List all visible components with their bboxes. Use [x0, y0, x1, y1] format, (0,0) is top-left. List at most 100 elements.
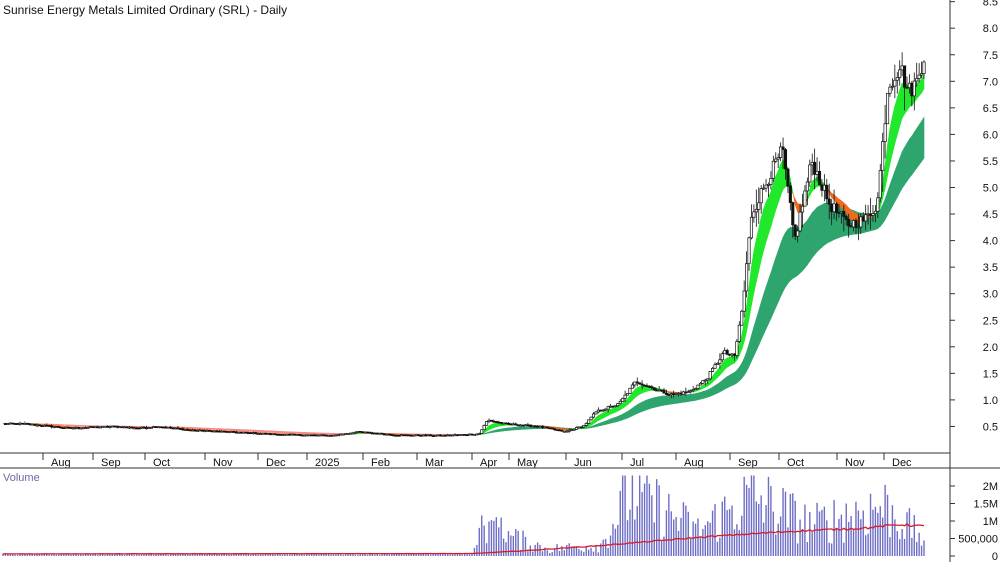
volume-bar [700, 538, 701, 556]
long-term-ribbon-segment [326, 433, 328, 434]
candle-body [704, 380, 706, 381]
long-term-ribbon-segment [708, 389, 710, 398]
volume-bar [797, 543, 798, 556]
candle-body [393, 435, 395, 436]
candle-body [264, 433, 266, 434]
short-term-ribbon-segment [594, 418, 596, 424]
volume-bar [551, 552, 552, 556]
volume-bar [675, 517, 676, 556]
candle-body [920, 74, 922, 76]
long-term-ribbon-segment [214, 428, 216, 429]
candle-body [566, 431, 568, 432]
candle-body [847, 219, 849, 225]
volume-bar [833, 500, 834, 556]
long-term-ribbon-segment [696, 393, 698, 400]
volume-bar [289, 554, 290, 556]
short-term-ribbon-segment [603, 412, 605, 418]
candle-body [376, 433, 378, 434]
candle-body [728, 354, 730, 355]
volume-bar [836, 529, 837, 556]
volume-bar [736, 524, 737, 556]
short-term-ribbon-segment [623, 401, 625, 408]
long-term-ribbon-segment [421, 434, 423, 435]
candle-body [133, 428, 135, 429]
candle-body [417, 435, 419, 436]
candle-body [325, 435, 327, 436]
long-term-ribbon-segment [525, 427, 527, 430]
candle-body [789, 186, 791, 203]
volume-bar [5, 555, 6, 556]
volume-bar [848, 522, 849, 556]
candle-body [468, 434, 470, 435]
volume-bar [773, 512, 774, 556]
volume-bar [702, 529, 703, 556]
candle-body [408, 435, 410, 436]
candle-body [63, 428, 65, 429]
short-term-ribbon-segment [611, 408, 613, 414]
volume-bar [763, 523, 764, 556]
volume-bar [192, 554, 193, 556]
candle-body [692, 390, 694, 391]
candle-body [36, 425, 38, 426]
candle-body [160, 427, 162, 428]
long-term-ribbon-segment [321, 433, 323, 434]
volume-bar [889, 537, 890, 556]
long-term-ribbon-segment [231, 429, 233, 430]
volume-bar [493, 521, 494, 556]
candle-body [568, 430, 570, 431]
candle-body [19, 423, 21, 424]
candle-body [804, 191, 806, 206]
candle-body [830, 204, 832, 212]
volume-bar [901, 529, 902, 556]
long-term-ribbon-segment [246, 430, 248, 431]
volume-bar [651, 495, 652, 556]
volume-bar [29, 554, 30, 556]
volume-bar [705, 525, 706, 556]
candle-body [60, 427, 62, 428]
candle-body [561, 430, 563, 431]
candle-body [760, 189, 762, 203]
candle-body [298, 434, 300, 435]
long-term-ribbon-segment [888, 185, 890, 216]
volume-bar [87, 554, 88, 556]
candle-body [643, 385, 645, 386]
volume-bar [476, 545, 477, 556]
candle-body [619, 401, 621, 403]
volume-tick-label: 1.5M [974, 499, 998, 511]
candle-body [199, 430, 201, 431]
long-term-ribbon-segment [676, 395, 678, 403]
volume-bar [649, 484, 650, 556]
long-term-ribbon-segment [810, 213, 812, 261]
volume-bar [765, 505, 766, 556]
candle-body [228, 432, 230, 433]
candle-body [634, 382, 636, 385]
long-term-ribbon-segment [615, 416, 617, 422]
candle-body [498, 422, 500, 423]
long-term-ribbon-segment [518, 427, 520, 430]
long-term-ribbon-segment [591, 426, 593, 428]
candle-body [94, 427, 96, 428]
ribbons [3, 74, 924, 435]
long-term-ribbon-segment [280, 431, 282, 433]
volume-bar [581, 551, 582, 556]
candle-body [779, 147, 781, 158]
volume-bar [462, 554, 463, 556]
candle-body [330, 435, 332, 436]
candle-body [233, 431, 235, 432]
long-term-ribbon-segment [302, 432, 304, 434]
candle-body [97, 427, 99, 428]
candle-body [835, 204, 837, 213]
candle-body [507, 423, 509, 424]
long-term-ribbon-segment [197, 428, 199, 429]
short-term-ribbon-segment [795, 199, 797, 212]
candle-body [794, 225, 796, 236]
volume-bar [777, 524, 778, 556]
candle-body [857, 227, 859, 228]
long-term-ribbon-segment [64, 425, 66, 426]
long-term-ribbon-segment [749, 335, 751, 366]
candle-body [838, 212, 840, 213]
candle-body [792, 203, 794, 225]
candle-body [422, 435, 424, 436]
candle-body [128, 427, 130, 428]
